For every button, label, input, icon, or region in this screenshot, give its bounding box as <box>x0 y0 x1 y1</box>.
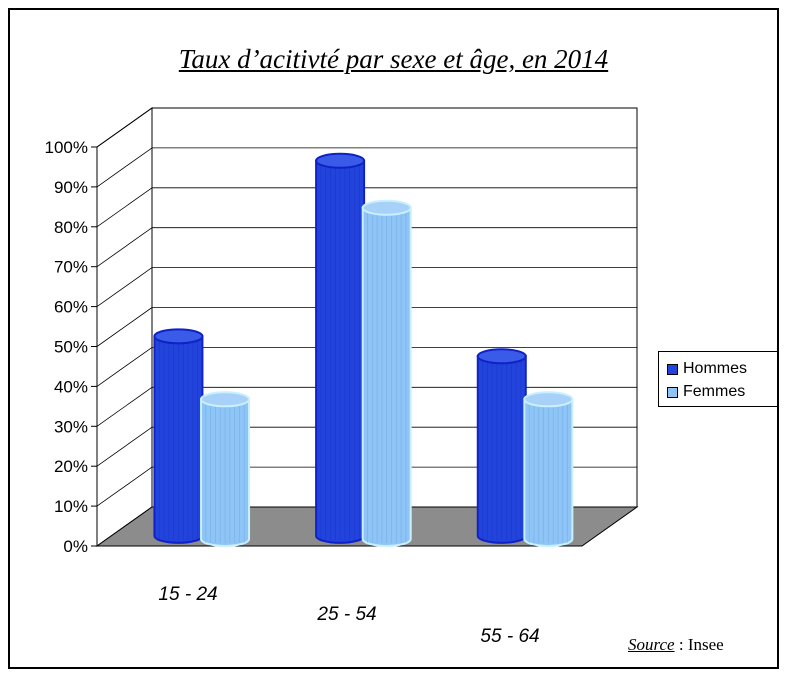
y-tick-label: 50% <box>54 338 88 357</box>
x-tick-label-2: 55 - 64 <box>480 626 539 647</box>
y-tick-label: 40% <box>54 377 88 396</box>
gridline-side <box>96 187 153 228</box>
source-value: Insee <box>687 635 724 654</box>
bar-top-femmes-0 <box>200 391 251 408</box>
y-tick-label: 90% <box>54 178 88 197</box>
bar-top-hommes-1 <box>315 152 366 169</box>
gridline-side <box>96 227 153 268</box>
y-tick-label: 0% <box>63 537 88 556</box>
bar-femmes-1 <box>361 206 412 547</box>
bar-femmes-0 <box>200 398 251 547</box>
y-tick-label: 10% <box>54 497 88 516</box>
legend-swatch-femmes <box>667 386 678 398</box>
legend-item-femmes: Femmes <box>667 382 745 402</box>
y-tick-label: 30% <box>54 417 88 436</box>
gridline-side <box>96 307 153 347</box>
gridline-side <box>96 386 153 427</box>
legend-item-hommes: Hommes <box>667 359 747 379</box>
gridline-side <box>96 426 153 467</box>
gridline-side <box>96 267 153 307</box>
chart-legend: Hommes Femmes <box>658 351 778 407</box>
bar-top-femmes-2 <box>523 391 574 408</box>
bar-top-hommes-0 <box>153 328 204 345</box>
source-note: Source : Insee <box>628 635 724 655</box>
gridline-side <box>96 347 153 387</box>
y-tick-label: 100% <box>45 138 88 157</box>
chart-title: Taux d’acitivté par sexe et âge, en 2014 <box>178 44 609 74</box>
gridline-side <box>96 147 153 188</box>
legend-label-femmes: Femmes <box>683 383 746 400</box>
bar-top-hommes-2 <box>476 348 527 365</box>
bar-top-femmes-1 <box>361 199 412 216</box>
y-tick-label: 70% <box>54 258 88 277</box>
gridline-side <box>96 107 153 148</box>
x-tick-label-1: 25 - 54 <box>316 604 376 625</box>
y-tick-label: 80% <box>54 218 88 237</box>
y-tick-label: 20% <box>54 457 88 476</box>
source-label: Source <box>628 635 675 654</box>
legend-swatch-hommes <box>667 363 678 375</box>
bar-femmes-2 <box>523 398 574 547</box>
x-tick-label-0: 15 - 24 <box>158 584 217 605</box>
gridline-side <box>96 466 153 507</box>
legend-label-hommes: Hommes <box>683 360 748 377</box>
y-tick-label: 60% <box>54 298 88 317</box>
source-separator: : <box>674 635 688 654</box>
